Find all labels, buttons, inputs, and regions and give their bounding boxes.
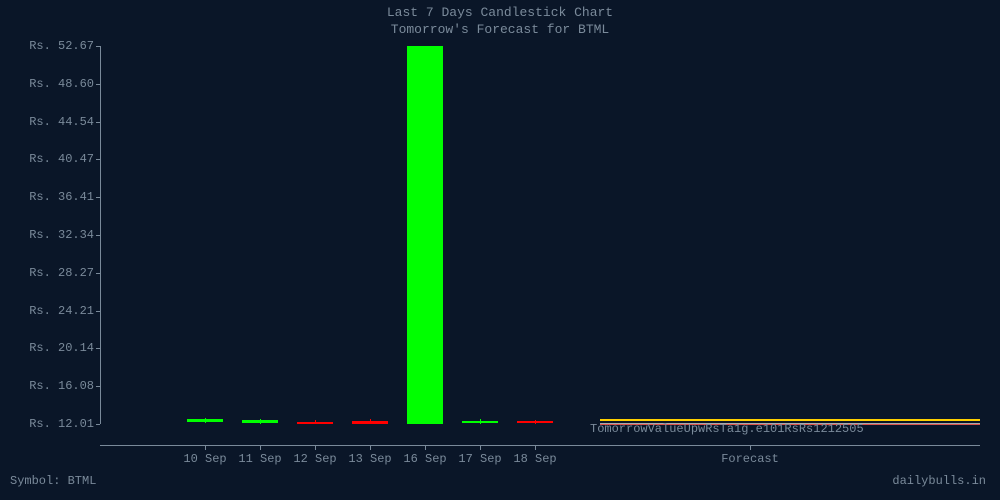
- y-tick-mark: [96, 84, 100, 85]
- chart-title-line1: Last 7 Days Candlestick Chart: [0, 4, 1000, 21]
- y-tick-mark: [96, 311, 100, 312]
- y-tick-label: Rs. 48.60: [29, 77, 94, 91]
- x-tick-label: 11 Sep: [238, 452, 281, 466]
- y-tick-mark: [96, 122, 100, 123]
- y-tick-label: Rs. 28.27: [29, 266, 94, 280]
- x-tick-mark: [370, 446, 371, 450]
- y-tick-mark: [96, 159, 100, 160]
- x-tick-mark: [205, 446, 206, 450]
- y-tick-mark: [96, 46, 100, 47]
- footer-site: dailybulls.in: [892, 474, 986, 488]
- candle-body: [187, 419, 223, 423]
- candle-body: [352, 421, 388, 423]
- y-tick-mark: [96, 424, 100, 425]
- x-tick-label: 12 Sep: [293, 452, 336, 466]
- x-tick-mark: [480, 446, 481, 450]
- candle-body: [517, 421, 553, 423]
- y-tick-label: Rs. 40.47: [29, 152, 94, 166]
- x-tick-mark: [750, 446, 751, 450]
- candle-body: [297, 422, 333, 424]
- y-tick-label: Rs. 32.34: [29, 228, 94, 242]
- x-tick-label: 17 Sep: [458, 452, 501, 466]
- y-tick-mark: [96, 235, 100, 236]
- x-tick-mark: [315, 446, 316, 450]
- x-tick-mark: [535, 446, 536, 450]
- x-tick-label: 18 Sep: [513, 452, 556, 466]
- x-tick-label: Forecast: [721, 452, 779, 466]
- x-tick-label: 16 Sep: [403, 452, 446, 466]
- y-tick-label: Rs. 24.21: [29, 304, 94, 318]
- x-tick-mark: [260, 446, 261, 450]
- candle-body: [242, 420, 278, 422]
- candle-body: [407, 46, 443, 424]
- footer-symbol: Symbol: BTML: [10, 474, 96, 488]
- y-tick-mark: [96, 348, 100, 349]
- candle-body: [462, 421, 498, 423]
- y-tick-mark: [96, 386, 100, 387]
- y-tick-label: Rs. 16.08: [29, 379, 94, 393]
- y-tick-label: Rs. 44.54: [29, 115, 94, 129]
- x-tick-mark: [425, 446, 426, 450]
- forecast-caption: TomorrowValueUpwRsTa1g.e101RsRs1212505: [590, 422, 864, 436]
- x-tick-label: 13 Sep: [348, 452, 391, 466]
- x-axis: [100, 445, 980, 446]
- y-tick-mark: [96, 197, 100, 198]
- chart-title-line2: Tomorrow's Forecast for BTML: [0, 21, 1000, 38]
- x-tick-label: 10 Sep: [183, 452, 226, 466]
- chart-title: Last 7 Days Candlestick Chart Tomorrow's…: [0, 4, 1000, 38]
- y-tick-label: Rs. 52.67: [29, 39, 94, 53]
- y-tick-mark: [96, 273, 100, 274]
- y-tick-label: Rs. 12.01: [29, 417, 94, 431]
- y-axis: [100, 46, 101, 424]
- y-tick-label: Rs. 20.14: [29, 341, 94, 355]
- candlestick-chart: Last 7 Days Candlestick Chart Tomorrow's…: [0, 0, 1000, 500]
- y-tick-label: Rs. 36.41: [29, 190, 94, 204]
